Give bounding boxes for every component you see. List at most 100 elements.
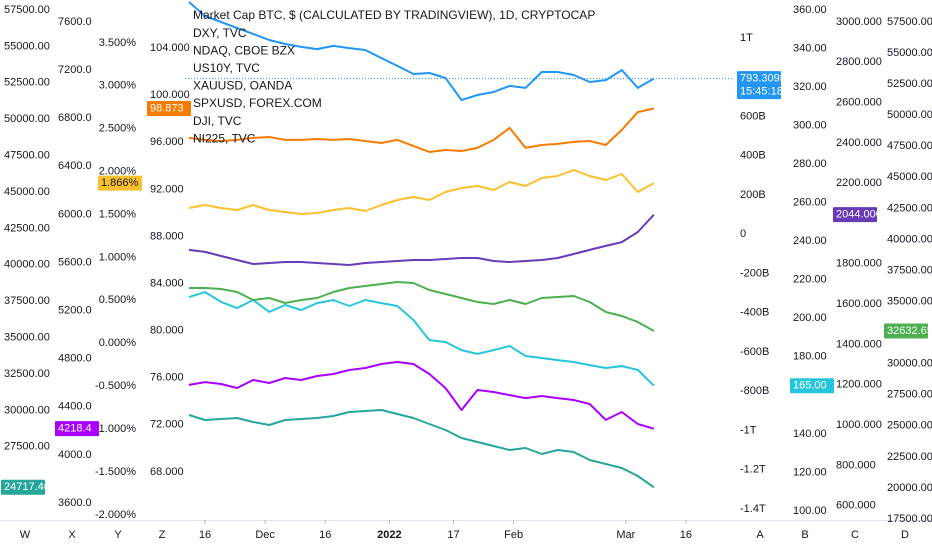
price-tag	[98, 175, 142, 191]
series-line	[188, 409, 655, 489]
y-tick-label: 2800.000	[836, 56, 882, 68]
y-tick-label: 4000.0	[58, 449, 92, 461]
y-tick-label: 1400.000	[836, 338, 882, 350]
price-tag	[833, 207, 877, 223]
y-tick-label: 220.00	[793, 274, 827, 286]
y-tick-label: 32500.00	[4, 368, 50, 380]
series-line	[188, 1, 655, 102]
y-tick-label: 600.000	[836, 500, 876, 512]
y-tick-label: 400B	[740, 150, 766, 162]
y-tick-label: 2600.000	[836, 96, 882, 108]
y-tick-label: 50000.00	[4, 113, 50, 125]
y-tick-label: -2.000%	[95, 509, 136, 521]
y-tick-label: 40000.00	[4, 259, 50, 271]
y-tick-label: 180.00	[793, 351, 827, 363]
y-tick-label: -0.500%	[95, 380, 136, 392]
y-tick-label: 52500.00	[887, 78, 932, 90]
price-tag	[1, 479, 45, 495]
y-tick-label: 37500.00	[887, 264, 932, 276]
y-tick-label: -1T	[740, 424, 757, 436]
y-tick-label: 7200.0	[58, 64, 92, 76]
y-tick-label: 360.00	[793, 4, 827, 16]
legend-entry: XAUUSD, OANDA	[193, 79, 292, 93]
y-tick-label: -400B	[740, 307, 769, 319]
y-tick-label: 42500.00	[4, 222, 50, 234]
y-tick-label: 80.000	[150, 325, 184, 337]
y-tick-label: 6800.0	[58, 112, 92, 124]
y-tick-label: 600B	[740, 110, 766, 122]
y-tick-label: 45000.00	[4, 186, 50, 198]
y-tick-label: 0.000%	[99, 337, 137, 349]
price-tag-label: 793.309B	[740, 73, 787, 85]
price-tag-label: 32632.65	[887, 325, 932, 337]
y-tick-label: 25000.00	[887, 420, 932, 432]
legend-entry: SPXUSD, FOREX.COM	[193, 96, 322, 110]
y-tick-label: 1000.000	[836, 419, 882, 431]
y-tick-label: 27500.00	[4, 441, 50, 453]
y-tick-label: 7600.0	[58, 16, 92, 28]
y-tick-label: 4400.0	[58, 401, 92, 413]
y-tick-label: 1.000%	[99, 251, 137, 263]
y-tick-label: 68.000	[150, 466, 184, 478]
x-tick-label: 16	[319, 529, 331, 541]
y-tick-label: 0.500%	[99, 294, 137, 306]
legend-entry: Market Cap BTC, $ (CALCULATED BY TRADING…	[193, 8, 595, 22]
axis-letter: D	[901, 529, 909, 541]
y-tick-label: 0	[740, 228, 746, 240]
y-tick-label: 320.00	[793, 81, 827, 93]
y-tick-label: 20000.00	[887, 482, 932, 494]
y-tick-label: 55000.00	[887, 47, 932, 59]
y-tick-label: 72.000	[150, 419, 184, 431]
y-tick-label: 30000.00	[4, 404, 50, 416]
y-tick-label: 340.00	[793, 42, 827, 54]
y-tick-label: 1600.000	[836, 298, 882, 310]
y-tick-label: 40000.00	[887, 233, 932, 245]
price-tag	[790, 378, 834, 394]
series-line	[188, 107, 655, 153]
legend-entry: DJI, TVC	[193, 114, 242, 128]
y-tick-label: 52500.00	[4, 77, 50, 89]
x-tick-label: 17	[447, 529, 459, 541]
y-tick-label: 800.000	[836, 459, 876, 471]
x-tick-label: Mar	[616, 529, 635, 541]
series-line	[189, 281, 655, 332]
y-tick-label: 200.00	[793, 312, 827, 324]
x-tick-label: 2022	[377, 529, 401, 541]
y-tick-label: -200B	[740, 267, 769, 279]
legend-entry: NDAQ, CBOE BZX	[193, 43, 295, 57]
y-tick-label: 17500.00	[887, 513, 932, 525]
price-tag	[884, 323, 928, 339]
y-tick-label: 3.000%	[99, 80, 137, 92]
y-tick-label: -1.000%	[95, 423, 136, 435]
price-tag-label: 165.00	[793, 380, 827, 392]
series-line	[188, 291, 655, 387]
y-tick-label: -800B	[740, 385, 769, 397]
price-tag-label: 2044.000	[836, 209, 882, 221]
price-tag	[147, 100, 191, 116]
y-tick-label: 55000.00	[4, 40, 50, 52]
y-tick-label: 35000.00	[887, 295, 932, 307]
y-tick-label: 57500.00	[4, 4, 50, 16]
axis-letter: A	[756, 529, 764, 541]
x-tick-label: Dec	[255, 529, 275, 541]
y-tick-label: 2.500%	[99, 123, 137, 135]
y-tick-label: 84.000	[150, 277, 184, 289]
series-line	[188, 214, 655, 266]
y-tick-label: 3000.000	[836, 16, 882, 28]
series-line	[188, 169, 655, 215]
y-tick-label: 1800.000	[836, 258, 882, 270]
y-tick-label: 42500.00	[887, 202, 932, 214]
y-tick-label: 96.000	[150, 136, 184, 148]
series-line	[188, 361, 655, 430]
y-tick-label: 3.500%	[99, 37, 137, 49]
price-tag-label: 4218.4	[58, 423, 92, 435]
axis-letter: X	[68, 529, 76, 541]
axis-letter: Z	[159, 529, 166, 541]
x-tick-label: 16	[199, 529, 211, 541]
y-tick-label: 6000.0	[58, 208, 92, 220]
axis-letter: W	[20, 529, 31, 541]
y-tick-label: 200B	[740, 189, 766, 201]
legend-entry: NI225, TVC	[193, 131, 256, 145]
y-tick-label: 30000.00	[887, 358, 932, 370]
